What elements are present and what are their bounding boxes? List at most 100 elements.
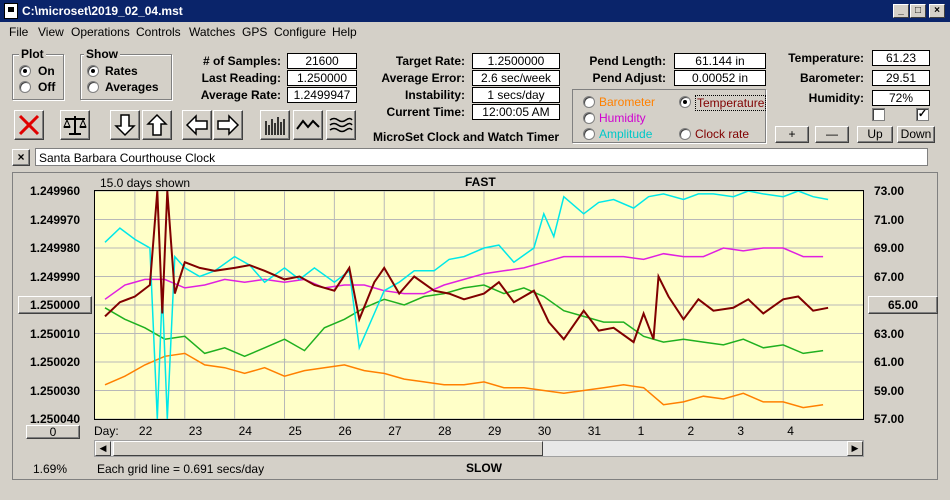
- x-tick-label: 22: [138, 424, 153, 438]
- down-arrow-button[interactable]: [110, 110, 140, 140]
- menu-configure[interactable]: Configure: [274, 25, 327, 39]
- plus-button[interactable]: +: [775, 126, 809, 143]
- menu-help[interactable]: Help: [332, 25, 357, 39]
- show-averages-radio[interactable]: [87, 81, 99, 93]
- humidity-radio[interactable]: [583, 112, 595, 124]
- temperature-option-label: Temperature: [695, 95, 767, 111]
- arrow-left-icon: [185, 114, 208, 136]
- window-title: C:\microset\2019_02_04.mst: [22, 4, 183, 18]
- multi-wave-icon: [329, 117, 353, 133]
- app-icon[interactable]: [4, 3, 18, 19]
- scroll-thumb[interactable]: [113, 441, 543, 456]
- env-checkbox-2[interactable]: ✓: [916, 108, 929, 121]
- pend-adjust-field[interactable]: 0.00052 in: [674, 70, 766, 86]
- clock-rate-option-label: Clock rate: [695, 127, 750, 141]
- series-select-box: Barometer Temperature Humidity Amplitude…: [572, 89, 767, 143]
- y-right-tick-label: 67.00: [874, 269, 905, 284]
- y-right-tick-label: 59.00: [874, 383, 905, 398]
- series-line-clock-rate: [104, 284, 824, 358]
- barometer-field: 29.51: [872, 70, 930, 86]
- up-arrow-button[interactable]: [142, 110, 172, 140]
- close-clock-button[interactable]: ×: [12, 149, 30, 166]
- center-rate-button[interactable]: 1.250000: [18, 296, 92, 314]
- x-tick-label: 24: [238, 424, 252, 438]
- x-tick-label: 2: [687, 424, 695, 438]
- minus-button[interactable]: —: [815, 126, 849, 143]
- scroll-right-icon[interactable]: ▶: [847, 441, 863, 456]
- show-rates-radio[interactable]: [87, 65, 99, 77]
- menu-bar: File View Operations Controls Watches GP…: [0, 22, 950, 42]
- average-rate-label: Average Rate:: [200, 88, 281, 102]
- bar-graph-button[interactable]: [260, 110, 290, 140]
- left-arrow-button[interactable]: [182, 110, 212, 140]
- multi-wave-button[interactable]: [326, 110, 356, 140]
- bar-graph-icon: [265, 117, 285, 135]
- y-left-tick-label: 1.249970: [30, 212, 81, 227]
- pend-length-label: Pend Length:: [589, 54, 666, 68]
- samples-field: 21600: [287, 53, 357, 69]
- maximize-icon[interactable]: □: [910, 4, 926, 18]
- offset-button[interactable]: 0: [26, 425, 80, 439]
- humidity-field: 72%: [872, 90, 930, 106]
- wave-icon: [296, 119, 320, 130]
- env-checkbox-1[interactable]: [872, 108, 885, 121]
- up-button[interactable]: Up: [857, 126, 893, 143]
- down-button[interactable]: Down: [897, 126, 935, 143]
- instability-label: Instability:: [404, 88, 465, 102]
- balance-button[interactable]: [60, 110, 90, 140]
- show-group: Show Rates Averages: [80, 47, 172, 100]
- plot-off-radio[interactable]: [19, 81, 31, 93]
- menu-watches[interactable]: Watches: [189, 25, 236, 39]
- menu-operations[interactable]: Operations: [71, 25, 130, 39]
- plot-on-label: On: [38, 64, 55, 78]
- average-error-field: 2.6 sec/week: [472, 70, 560, 86]
- arrow-right-icon: [217, 114, 240, 136]
- current-time-field: 12:00:05 AM: [472, 104, 560, 120]
- amplitude-option-label: Amplitude: [599, 127, 653, 141]
- temperature-field: 61.23: [872, 50, 930, 66]
- menu-controls[interactable]: Controls: [136, 25, 181, 39]
- instability-field: 1 secs/day: [472, 87, 560, 103]
- menu-gps[interactable]: GPS: [242, 25, 268, 39]
- y-left-tick-label: 1.250020: [30, 355, 81, 369]
- y-right-tick-label: 69.00: [874, 241, 905, 255]
- x-tick-label: 27: [388, 424, 402, 438]
- right-arrow-button[interactable]: [213, 110, 243, 140]
- clock-name-field[interactable]: Santa Barbara Courthouse Clock: [35, 148, 928, 166]
- balance-scale-icon: [63, 116, 87, 135]
- temperature-radio[interactable]: [679, 96, 691, 108]
- y-right-tick-label: 71.00: [874, 212, 905, 227]
- x-tick-label: 1: [637, 424, 645, 438]
- stop-button[interactable]: [14, 110, 44, 140]
- humidity-label: Humidity:: [808, 91, 864, 105]
- x-tick-label: 3: [737, 424, 745, 438]
- y-left-tick-label: 1.249960: [30, 184, 81, 198]
- y-right-tick-label: 73.00: [874, 184, 905, 198]
- target-rate-field[interactable]: 1.2500000: [472, 53, 560, 69]
- scroll-left-icon[interactable]: ◀: [95, 441, 111, 456]
- menu-file[interactable]: File: [9, 25, 29, 39]
- minimize-icon[interactable]: _: [893, 4, 909, 18]
- clock-rate-radio[interactable]: [679, 128, 691, 140]
- barometer-radio[interactable]: [583, 96, 595, 108]
- y-left-tick-label: 1.250040: [30, 412, 81, 426]
- fast-label: FAST: [465, 175, 496, 189]
- arrow-up-icon: [146, 113, 168, 136]
- menu-view[interactable]: View: [38, 25, 64, 39]
- time-scrollbar[interactable]: ◀ ▶: [94, 440, 864, 457]
- plot-on-radio[interactable]: [19, 65, 31, 77]
- x-tick-label: 29: [487, 424, 502, 438]
- close-icon[interactable]: ×: [929, 4, 945, 18]
- y-right-tick-label: 57.00: [874, 412, 905, 426]
- amplitude-radio[interactable]: [583, 128, 595, 140]
- plot-off-label: Off: [38, 80, 56, 94]
- title-bar: C:\microset\2019_02_04.mst _ □ ×: [0, 0, 950, 22]
- series-line-humidity: [104, 247, 824, 300]
- series-line-amplitude: [104, 191, 829, 419]
- series-line-temperature: [104, 191, 829, 344]
- plot-group: Plot On Off: [12, 47, 64, 100]
- pend-length-field[interactable]: 61.144 in: [674, 53, 766, 69]
- center-temperature-button[interactable]: 65.00: [868, 296, 938, 314]
- wave-button[interactable]: [293, 110, 323, 140]
- x-tick-label: 4: [787, 424, 794, 438]
